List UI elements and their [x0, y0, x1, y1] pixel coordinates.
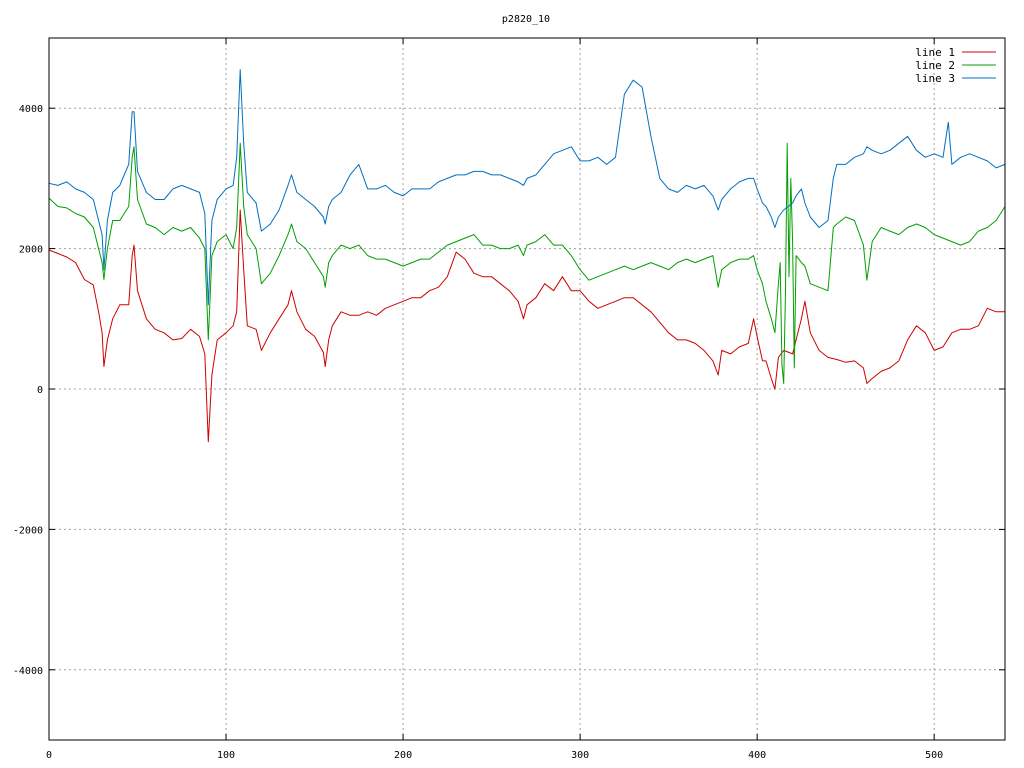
legend-label-2: line 2 [915, 59, 955, 72]
y-tick-label: -2000 [13, 525, 43, 536]
chart-title: p2820_10 [502, 14, 550, 25]
x-tick-label: 200 [394, 750, 412, 761]
x-tick-label: 0 [46, 750, 52, 761]
y-tick-label: 2000 [19, 245, 43, 256]
series-line-2 [48, 142, 1006, 384]
x-tick-label: 300 [571, 750, 589, 761]
axis-ticks: 0 100 200 300 400 500 -4000 -2000 0 2000 4000 [13, 38, 1005, 761]
grid [49, 38, 1005, 740]
series-group [48, 69, 1006, 443]
x-tick-label: 400 [748, 750, 766, 761]
x-tick-label: 500 [925, 750, 943, 761]
legend-label-3: line 3 [915, 72, 955, 85]
y-tick-label: -4000 [13, 666, 43, 677]
series-line-1 [48, 209, 1005, 443]
legend-label-1: line 1 [915, 46, 955, 59]
y-tick-label: 0 [37, 385, 43, 396]
y-tick-label: 4000 [19, 104, 43, 115]
series-line-3 [48, 69, 1006, 306]
x-tick-label: 100 [217, 750, 235, 761]
plot-frame [48, 37, 1006, 741]
